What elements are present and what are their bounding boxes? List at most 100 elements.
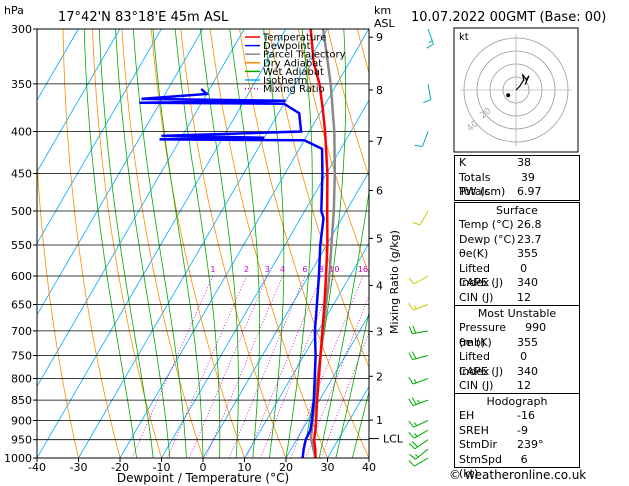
pressure-tick-label: 650 [11,299,32,312]
legend-label: Temperature [262,33,326,44]
pressure-tick-label: 1000 [4,452,32,465]
dewpoint-line [139,88,325,458]
km-tick-label: 5 [376,232,383,245]
wind-barb [419,210,429,226]
surface-row: Temp (°C) 26.8 [459,218,542,231]
wind-barb [412,304,429,311]
wind-barb-flag [423,99,431,104]
wind-barb-flag [413,422,418,427]
temperature-tick-label: -10 [153,461,171,474]
mixing-ratio-label: 2 [244,265,249,274]
mixing-ratio-label: 4 [280,265,285,274]
mu-row: CIN (J) 12 [459,379,531,392]
wind-barb-flag [411,397,417,405]
legend-label: Wet Adiabat [263,67,324,78]
wind-barb [422,131,429,147]
wind-barb [413,420,429,428]
wind-barb-flag [414,454,419,458]
wind-barb-flag [408,443,416,450]
km-tick-label: 1 [376,414,383,427]
wind-barb-flag [409,453,417,460]
wind-barb-flag [408,431,415,439]
wet-adiabat-line [83,29,137,458]
wet-adiabat-line [352,389,369,458]
pressure-tick-label: 700 [11,325,32,338]
mixing-ratio-label: 1 [210,265,215,274]
hodograph-trace [515,74,530,91]
wet-adiabat-line [174,29,221,458]
wind-barb [413,275,429,285]
temperature-tick-label: 40 [362,461,376,474]
hodo-row: StmDir 239° [459,438,544,451]
asl-label: ASL [374,17,396,30]
surface-row: Lifted Index 0 [459,261,528,290]
pressure-tick-label: 900 [11,415,32,428]
wind-barb-flag [408,302,414,311]
isotherm-line [37,29,287,458]
pressure-tick-label: 550 [11,239,32,252]
pressure-tick-label: 450 [11,168,32,181]
hodograph-table-panel: Hodograph EH -16 SREH -9 StmDir 239° StmSpd… [454,393,580,481]
wind-barb [413,429,429,439]
mixing-ratio-label: 8 [319,265,324,274]
wind-barb [427,83,432,100]
pressure-tick-label: 400 [11,126,32,139]
mixing-ratio-label: 6 [302,265,307,274]
km-tick-label: 9 [376,31,383,44]
wind-barb [414,457,429,467]
x-axis-title: Dewpoint / Temperature (°C) [117,471,289,485]
km-label: km [374,4,391,17]
surface-row: Dewp (°C) 23.7 [459,232,542,246]
mixing-ratio-line [131,275,214,458]
wind-barb-flag [417,399,421,404]
km-tick-label: 4 [376,279,383,292]
km-tick-label: 2 [376,370,383,383]
legend-label: Mixing Ratio [263,84,325,95]
index-row-totals: Totals Totals 39 [459,170,535,199]
legend-label: Dry Adiabat [263,58,322,69]
wet-adiabat-line [132,29,187,458]
dry-adiabat-line [327,29,369,178]
mixing-ratio-line [205,275,283,458]
legend-label: Dewpoint [263,41,311,52]
wind-barb-flag [408,460,415,467]
hodograph: kt 20 40 [453,27,579,153]
temperature-tick-label: -20 [111,461,129,474]
copyright-footer[interactable]: © weatheronline.co.uk [449,468,587,482]
wind-barb-flag [412,221,421,226]
pressure-tick-label: 950 [11,434,32,447]
hodograph-table-title: Hodograph [486,395,548,408]
wind-barb-flag [428,40,433,44]
mu-row: Pressure (mb) 990 [459,321,547,349]
pressure-tick-label: 350 [11,78,32,91]
wind-barb-flag [408,398,414,406]
indices-panel: K 38 Totals Totals 39 PW (cm) 6.97 [454,155,580,201]
mu-row: Lifted Index 0 [459,350,528,378]
isotherm-line [37,29,162,245]
surface-row: CAPE (J) 340 [459,276,538,289]
index-row-k: K 38 [459,156,531,169]
wind-barb [412,399,429,407]
wind-barb-flag [426,43,434,49]
pressure-tick-label: 600 [11,270,32,283]
hodo-row: StmSpd (kt) 6 [459,452,528,481]
wind-barb-flag [412,325,417,334]
mixing-ratio-line [228,275,306,458]
isotherm-line [285,314,369,458]
index-row-pw: PW (cm) 6.97 [459,185,542,198]
temperature-tick-label: 20 [279,461,293,474]
dry-adiabat-line [593,29,629,458]
surface-panel: Surface Temp (°C) 26.8 Dewp (°C) 23.7 θe(K… [454,202,580,306]
km-tick-label: 6 [376,185,383,198]
km-tick-label: 8 [376,84,383,97]
temperature-tick-label: 0 [200,461,207,474]
wind-barb [412,355,429,361]
wind-barb-flag [411,441,419,448]
hodograph-unit: kt [459,32,469,43]
wind-barb-flag [408,277,415,285]
mixing-ratio-label: 16 [358,265,368,274]
datetime-title: 10.07.2022 00GMT (Base: 00) [411,10,606,25]
mixing-ratio-line [320,331,369,458]
surface-row: θe(K) 355 [459,247,538,260]
wind-barb-flag [414,433,418,437]
